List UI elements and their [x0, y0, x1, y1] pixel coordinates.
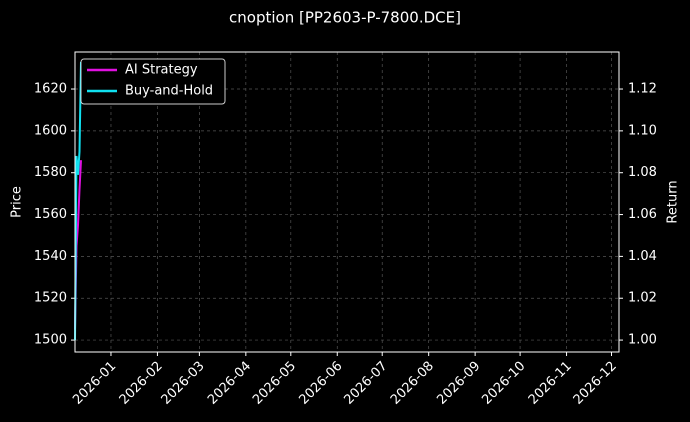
x-tick-label: 2026-05	[250, 359, 299, 408]
y-tick-label: 1500	[34, 333, 67, 348]
x-tick-label: 2026-02	[117, 359, 166, 408]
chart-title: cnoption [PP2603-P-7800.DCE]	[229, 9, 461, 27]
y-tick-label: 1520	[34, 291, 67, 306]
series-line	[74, 61, 82, 341]
y-tick-label: 1540	[34, 249, 67, 264]
y-tick-label: 1620	[34, 82, 67, 97]
y2-tick-label: 1.12	[628, 82, 657, 97]
y2-tick-label: 1.00	[628, 333, 657, 348]
x-tick-label: 2026-08	[388, 359, 437, 408]
x-tick-label: 2026-12	[571, 359, 620, 408]
x-tick-label: 2026-10	[479, 359, 528, 408]
x-tick-label: 2026-09	[434, 359, 483, 408]
x-tick-label: 2026-11	[526, 359, 575, 408]
y-tick-label: 1560	[34, 207, 67, 222]
x-tick-label: 2026-03	[159, 359, 208, 408]
y-tick-label: 1580	[34, 165, 67, 180]
plot-frame	[74, 51, 620, 353]
legend: AI Strategy Buy-and-Hold	[80, 58, 226, 105]
y-axis-label: Price	[10, 186, 25, 218]
x-tick-label: 2026-07	[341, 359, 390, 408]
y2-tick-label: 1.02	[628, 291, 657, 306]
y2-tick-label: 1.04	[628, 249, 657, 264]
y2-tick-label: 1.08	[628, 165, 657, 180]
x-tick-label: 2026-01	[70, 359, 119, 408]
legend-label: Buy-and-Hold	[125, 84, 213, 99]
x-tick-label: 2026-04	[205, 359, 254, 408]
y-tick-label: 1600	[34, 123, 67, 138]
legend-label: AI Strategy	[125, 63, 198, 78]
y2-tick-label: 1.10	[628, 123, 657, 138]
y2-axis-label: Return	[666, 180, 681, 223]
y2-tick-label: 1.06	[628, 207, 657, 222]
x-tick-label: 2026-06	[297, 359, 346, 408]
